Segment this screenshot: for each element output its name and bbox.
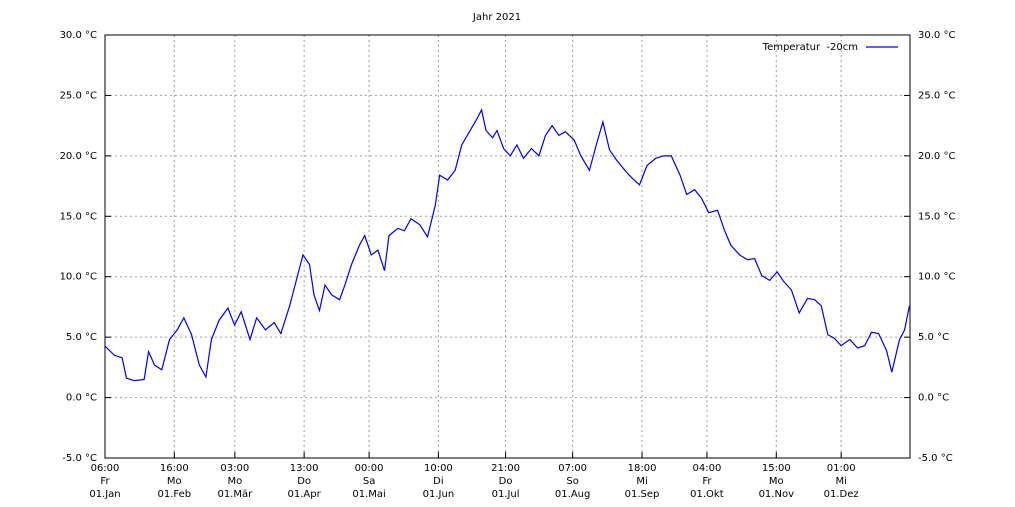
x-tick-label: 13:00 Do 01.Apr [287,463,321,500]
x-tick-label: 18:00 Mi 01.Sep [624,463,660,500]
x-tick-label: 21:00 Do 01.Jul [491,463,520,500]
y2-tick-label: 15.0 °C [918,211,955,222]
x-tick-label: 00:00 Sa 01.Mai [352,463,386,500]
y-tick-label: 10.0 °C [60,272,97,283]
y2-tick-label: 20.0 °C [918,151,955,162]
y-tick-label: 30.0 °C [60,30,97,41]
y-tick-label: 0.0 °C [66,393,97,404]
x-tick-label: 03:00 Mo 01.Mär [217,463,253,500]
y2-tick-label: 10.0 °C [918,272,955,283]
y2-tick-label: 5.0 °C [918,332,949,343]
y-tick-label: 15.0 °C [60,211,97,222]
y-tick-label: 25.0 °C [60,90,97,101]
x-tick-label: 10:00 Di 01.Jun [422,463,455,500]
legend-label: Temperatur -20cm [762,42,858,53]
data-line [104,108,911,382]
x-tick-label: 01:00 Mi 01.Dez [823,463,859,500]
y-tick-label: -5.0 °C [62,453,97,464]
x-tick-label: 06:00 Fr 01.Jan [89,463,121,500]
y2-tick-label: 30.0 °C [918,30,955,41]
plot-border [104,34,911,459]
x-tick-label: 07:00 So 01.Aug [554,463,591,500]
y-tick-label: 5.0 °C [66,332,97,343]
x-tick-label: 04:00 Fr 01.Okt [690,463,724,500]
y-tick-label: 20.0 °C [60,151,97,162]
x-tick-label: 16:00 Mo 01.Feb [157,463,192,500]
chart-title: Jahr 2021 [472,12,521,23]
y2-tick-label: -5.0 °C [918,453,953,464]
y2-tick-label: 25.0 °C [918,90,955,101]
x-tick-label: 15:00 Mo 01.Nov [758,463,794,500]
y2-tick-label: 0.0 °C [918,393,949,404]
